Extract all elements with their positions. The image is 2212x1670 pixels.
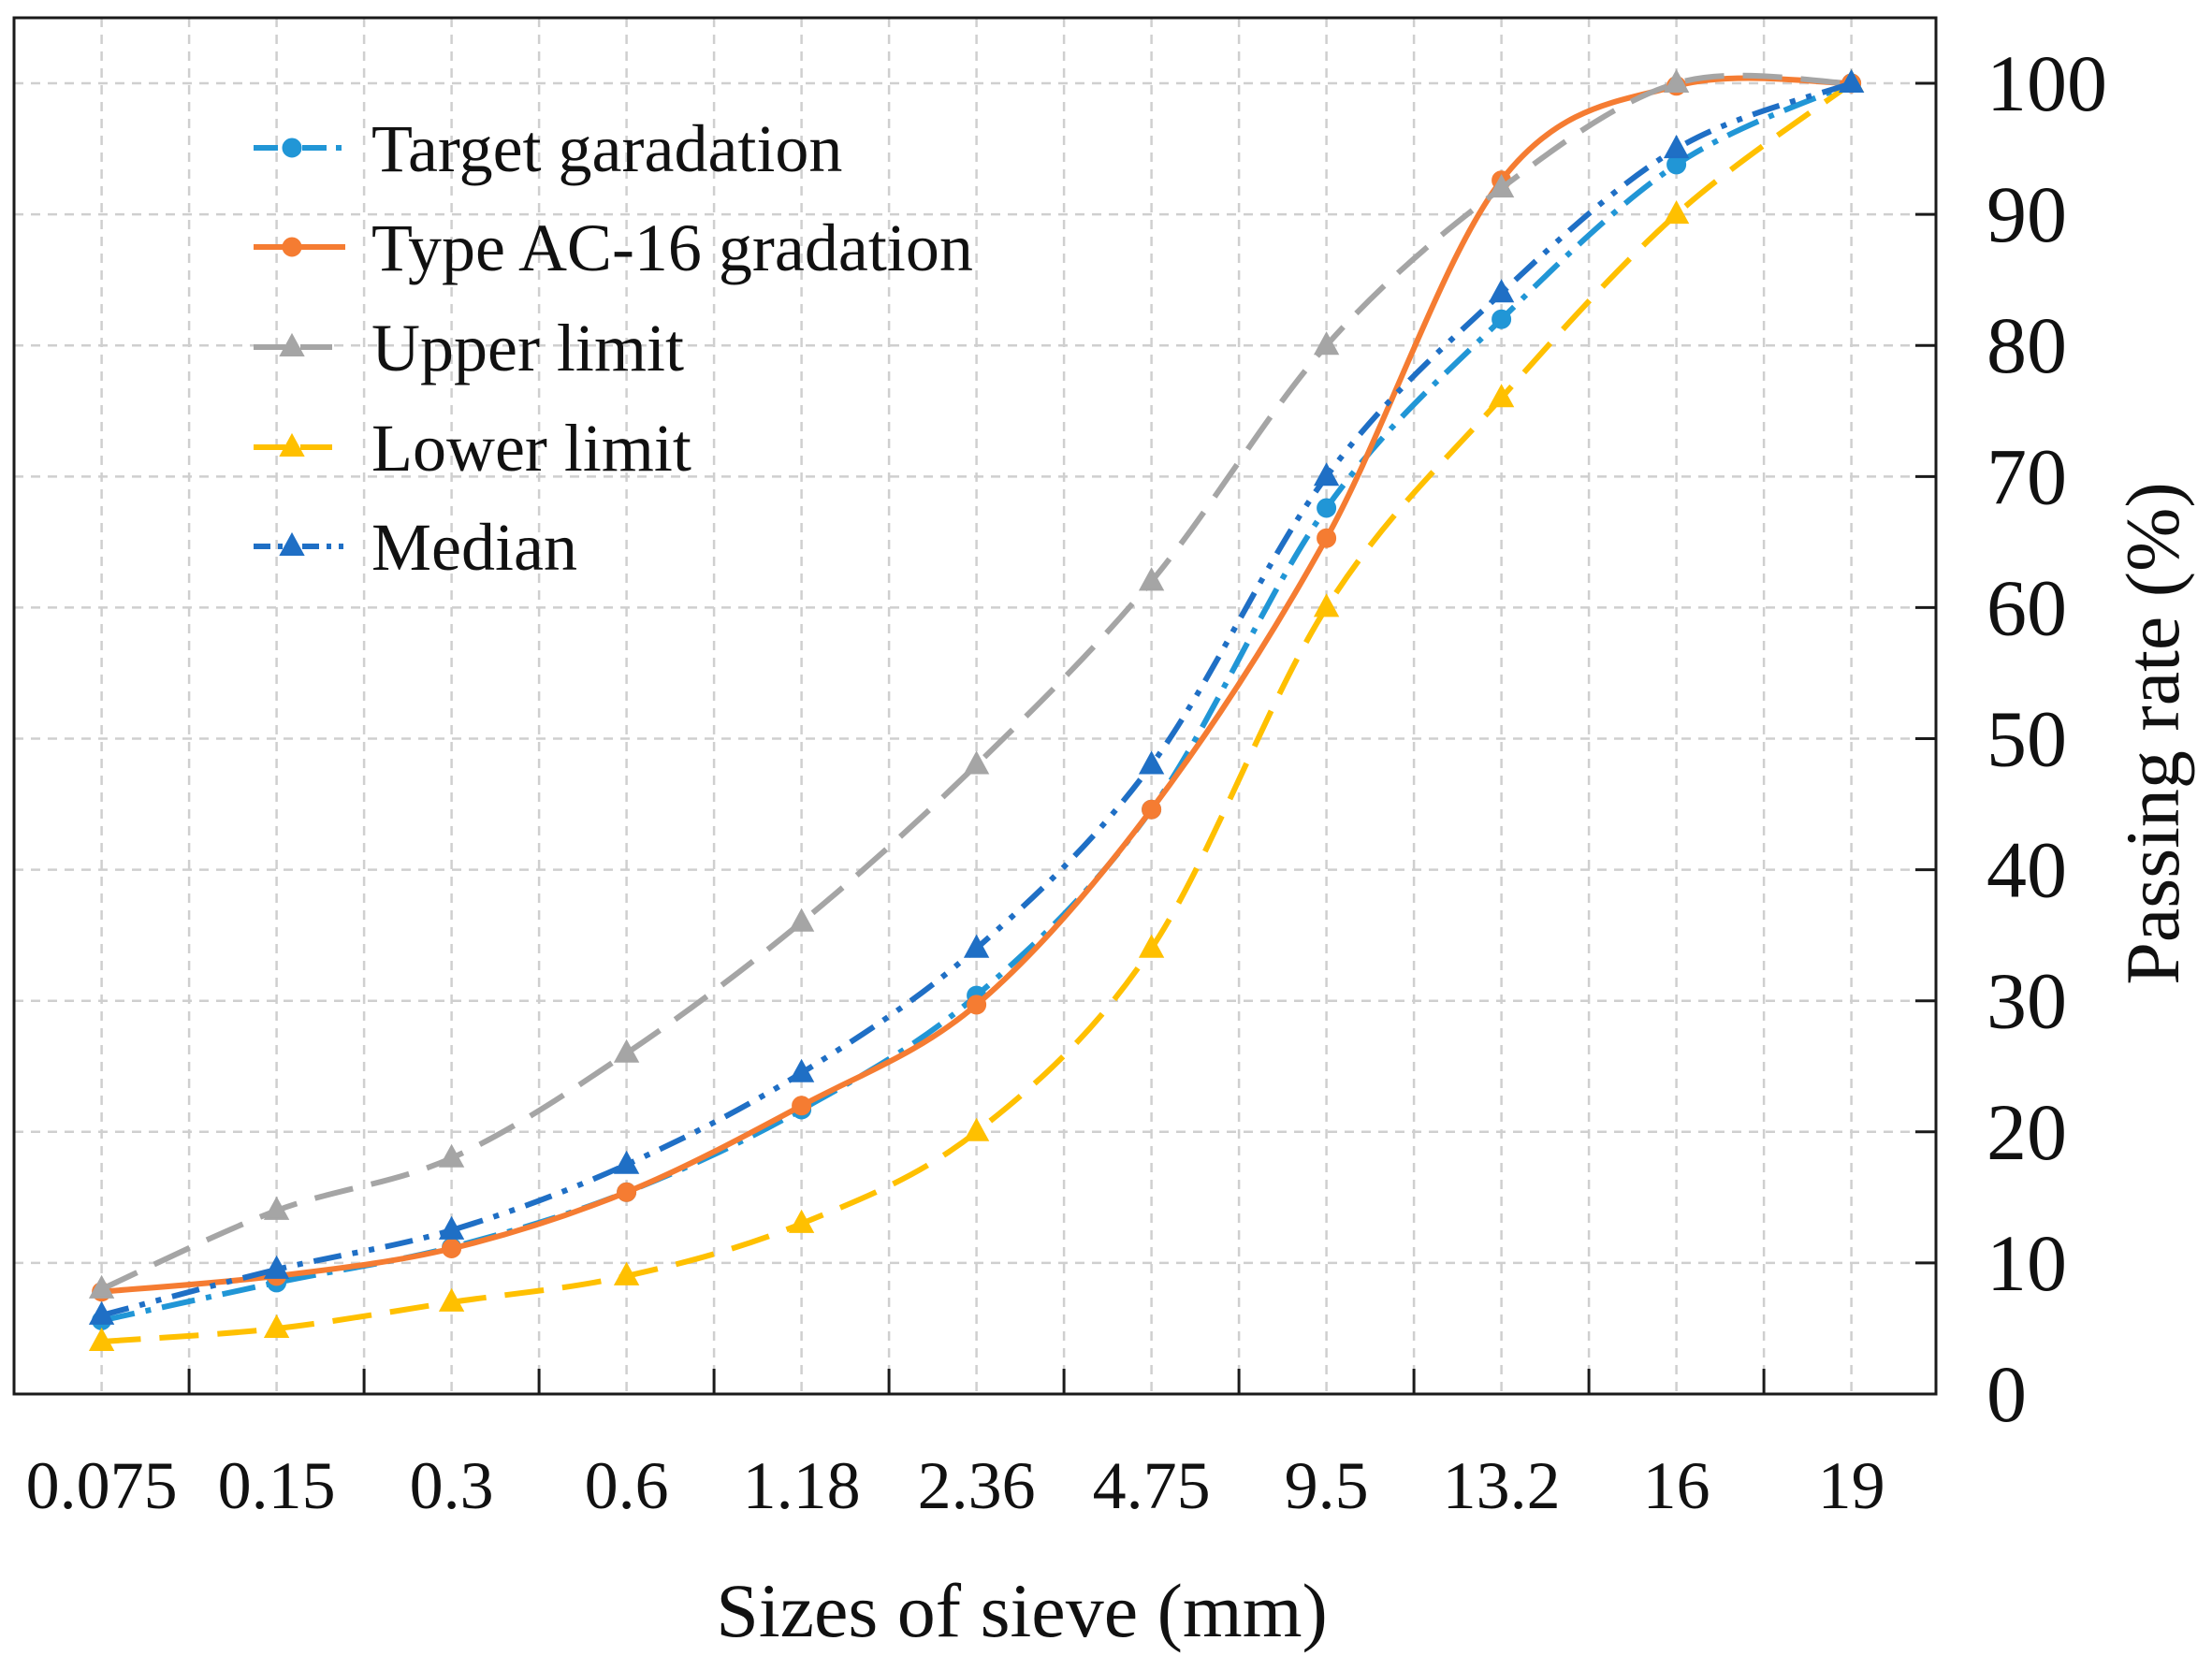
data-point <box>1317 498 1337 518</box>
x-tick-label: 0.075 <box>26 1448 178 1523</box>
x-tick-label: 1.18 <box>743 1448 861 1523</box>
legend-entry: Median <box>254 510 577 585</box>
data-point <box>1663 200 1690 225</box>
data-point <box>438 1287 465 1312</box>
plot-frame <box>12 16 1938 1396</box>
legend-marker <box>279 432 305 457</box>
y-tick-label: 70 <box>1986 431 2067 521</box>
data-point <box>613 1261 640 1285</box>
data-point <box>1488 174 1515 198</box>
data-point <box>1142 799 1162 820</box>
data-point <box>1838 68 1865 93</box>
data-point <box>1313 593 1340 617</box>
data-point <box>1138 934 1165 958</box>
x-tick-label: 0.3 <box>410 1448 494 1523</box>
y-tick-label: 50 <box>1986 694 2067 784</box>
grid <box>14 18 1936 1394</box>
data-point <box>1663 68 1690 93</box>
data-point <box>263 1314 290 1338</box>
legend-label: Median <box>371 510 577 585</box>
data-point <box>438 1215 465 1240</box>
data-point <box>788 1209 815 1233</box>
data-point <box>1492 309 1512 329</box>
y-tick-label: 20 <box>1986 1087 2067 1177</box>
x-tick-label: 16 <box>1643 1448 1710 1523</box>
series-line <box>101 75 1852 1295</box>
legend: Target garadation Type AC-16 gradation Upp… <box>254 111 973 585</box>
legend-marker <box>279 332 305 356</box>
data-point <box>963 750 990 775</box>
legend-entry: Lower limit <box>254 411 691 486</box>
data-point <box>1138 750 1165 775</box>
x-tick-label: 0.6 <box>585 1448 669 1523</box>
data-point <box>788 908 815 932</box>
x-tick-label: 13.2 <box>1443 1448 1561 1523</box>
data-point <box>88 1300 115 1325</box>
data-point <box>263 1255 290 1279</box>
data-point <box>963 1117 990 1141</box>
data-point <box>1313 331 1340 356</box>
series-median <box>88 68 1865 1325</box>
data-point <box>1666 154 1687 175</box>
series-lower-limit <box>88 68 1865 1351</box>
legend-entry: Type AC-16 gradation <box>254 211 973 285</box>
data-point <box>788 1058 815 1082</box>
y-tick-label: 80 <box>1986 300 2067 390</box>
data-point <box>613 1038 640 1063</box>
data-point <box>88 1327 115 1351</box>
x-tick-label: 19 <box>1818 1448 1885 1523</box>
legend-label: Type AC-16 gradation <box>371 211 973 285</box>
y-tick-label: 60 <box>1986 562 2067 652</box>
data-point <box>613 1150 640 1174</box>
data-point <box>263 1196 290 1220</box>
y-tick-label: 10 <box>1986 1218 2067 1308</box>
data-point <box>1663 135 1690 159</box>
series-line <box>101 80 1854 1344</box>
data-point <box>1317 528 1337 548</box>
legend-label: Lower limit <box>371 411 691 486</box>
data-point <box>967 995 987 1015</box>
x-tick-label: 2.36 <box>918 1448 1036 1523</box>
series-upper-limit <box>88 68 1865 1299</box>
data-point <box>442 1239 462 1258</box>
legend-marker <box>282 237 302 257</box>
legend-marker <box>282 138 302 158</box>
x-tick-label: 9.5 <box>1285 1448 1369 1523</box>
y-tick-label: 100 <box>1986 38 2107 128</box>
legend-label: Upper limit <box>371 311 684 385</box>
data-point <box>963 934 990 958</box>
legend-label: Target garadation <box>371 111 842 186</box>
x-tick-label: 4.75 <box>1093 1448 1211 1523</box>
legend-entry: Upper limit <box>254 311 684 385</box>
data-point <box>1313 462 1340 486</box>
data-point <box>1488 279 1515 303</box>
y-tick-label: 90 <box>1986 169 2067 259</box>
y-tick-label: 30 <box>1986 956 2067 1046</box>
legend-entry: Target garadation <box>254 111 842 186</box>
data-point <box>792 1096 812 1116</box>
x-tick-label: 0.15 <box>218 1448 336 1523</box>
data-point <box>1488 384 1515 408</box>
y-tick-label: 40 <box>1986 825 2067 915</box>
data-point <box>438 1143 465 1168</box>
x-axis-title: Sizes of sieve (mm) <box>716 1568 1328 1653</box>
data-point <box>617 1182 637 1202</box>
legend-marker <box>279 531 305 556</box>
series-line <box>100 80 1853 1318</box>
y-axis-title: Passing rate (%) <box>2110 482 2195 984</box>
axes: 0.075 0.15 0.3 0.6 1.18 2.36 4.75 9.5 13.2 16 19 0 1… <box>12 16 2107 1523</box>
y-tick-label: 0 <box>1986 1349 2027 1439</box>
data-point <box>1138 567 1165 591</box>
series-layer <box>88 68 1865 1351</box>
data-point <box>88 1274 115 1299</box>
